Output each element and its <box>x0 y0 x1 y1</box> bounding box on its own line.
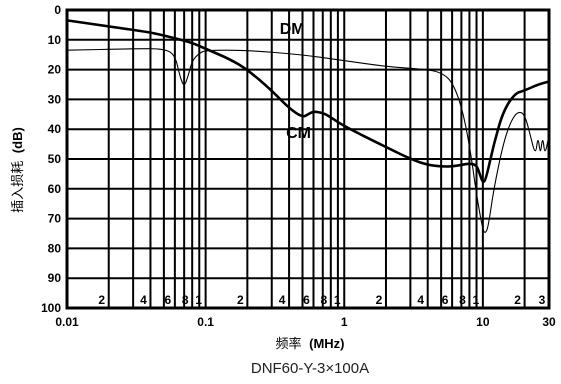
x-minor-label: 4 <box>140 293 147 307</box>
x-axis-label: 频率 (MHz) <box>275 336 344 351</box>
y-tick-label: 80 <box>48 241 62 255</box>
series-lines <box>65 19 551 233</box>
x-tick-label: 1 <box>341 315 348 329</box>
x-minor-label: 1 <box>473 293 480 307</box>
x-minor-label: 4 <box>279 293 286 307</box>
x-tick-label: 0.01 <box>55 315 79 329</box>
y-tick-label: 10 <box>48 33 62 47</box>
y-axis-label-unit: (dB) <box>10 127 25 153</box>
y-tick-label: 90 <box>48 271 62 285</box>
x-tick-label: 10 <box>476 315 490 329</box>
x-minor-label: 6 <box>442 293 449 307</box>
x-minor-label: 8 <box>459 293 466 307</box>
series-labels: CM DM <box>280 21 311 142</box>
y-tick-label: 50 <box>48 152 62 166</box>
x-minor-label: 4 <box>417 293 424 307</box>
x-axis-label-text: 频率 <box>275 336 301 351</box>
y-tick-labels: 0 10 20 30 40 50 60 70 80 90 100 <box>41 3 61 315</box>
y-tick-label: 40 <box>48 122 62 136</box>
x-minor-label: 1 <box>195 293 202 307</box>
x-minor-label: 8 <box>320 293 327 307</box>
x-minor-label: 6 <box>165 293 172 307</box>
x-axis-label-unit: (MHz) <box>309 336 344 351</box>
chart-caption: DNF60-Y-3×100A <box>251 360 369 377</box>
plot-frame <box>65 8 551 310</box>
x-tick-labels: 0.01 0.1 1 10 30 <box>55 315 556 329</box>
y-axis-label: 插入损耗 (dB) <box>10 127 25 213</box>
x-tick-label: 0.1 <box>197 315 214 329</box>
x-tick-label: 30 <box>542 315 556 329</box>
x-minor-label: 3 <box>539 293 546 307</box>
series-line-dm <box>66 48 550 233</box>
y-tick-label: 60 <box>48 182 62 196</box>
x-minor-label: 2 <box>98 293 105 307</box>
y-tick-label: 70 <box>48 212 62 226</box>
x-minor-label: 6 <box>303 293 310 307</box>
y-axis-label-text: 插入损耗 <box>10 161 25 213</box>
y-tick-label: 0 <box>54 3 61 17</box>
x-minor-label: 1 <box>334 293 341 307</box>
series-line-cm <box>65 19 551 183</box>
x-minor-label: 8 <box>182 293 189 307</box>
series-label-cm: CM <box>286 125 311 142</box>
series-label-dm: DM <box>280 21 305 38</box>
y-tick-label: 100 <box>41 301 61 315</box>
y-tick-label: 20 <box>48 63 62 77</box>
y-tick-label: 30 <box>48 92 62 106</box>
x-minor-label: 2 <box>376 293 383 307</box>
x-minor-label: 2 <box>514 293 521 307</box>
grid <box>66 9 550 309</box>
x-minor-label: 2 <box>237 293 244 307</box>
